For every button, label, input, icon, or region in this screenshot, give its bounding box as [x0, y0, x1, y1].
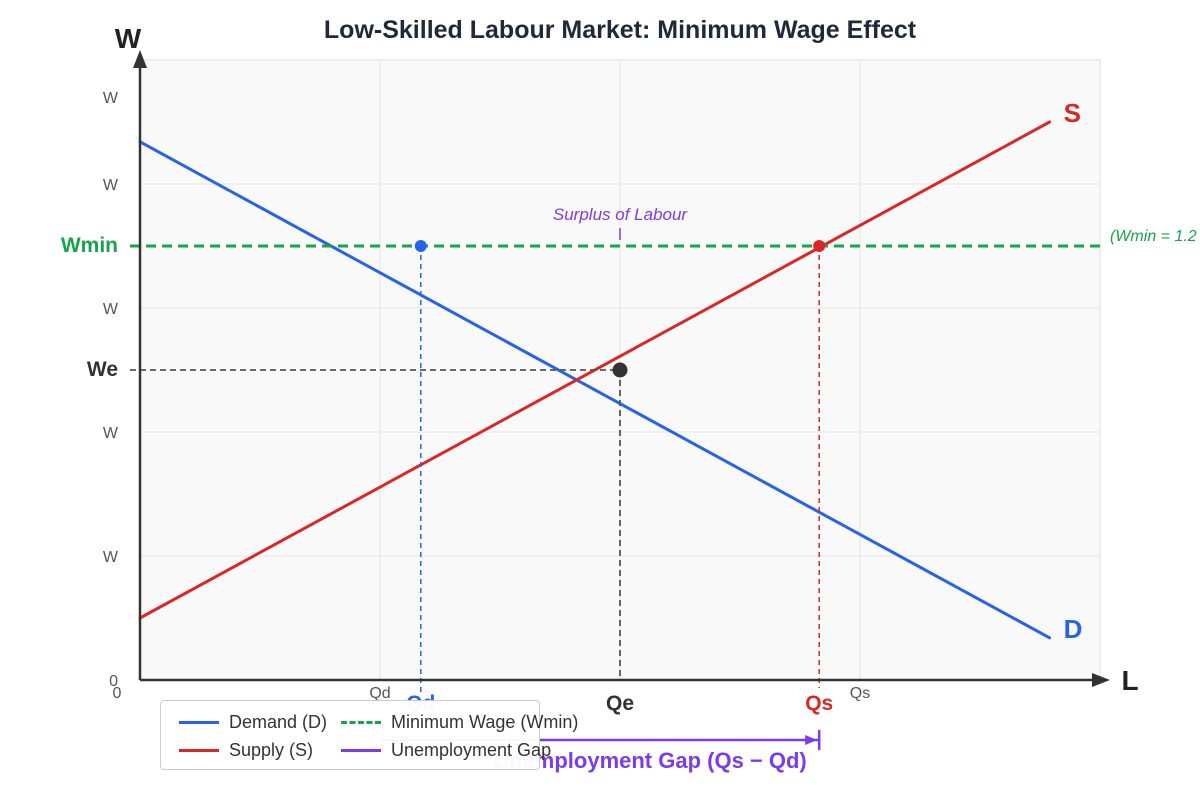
y-tick-label: W [103, 425, 119, 442]
legend-swatch-wmin [341, 721, 381, 724]
unemployment-gap-label: Unemployment Gap (Qs − Qd) [493, 748, 807, 773]
legend-swatch-demand [179, 721, 219, 724]
legend-item-gap: Unemployment Gap [341, 740, 551, 761]
y-tick-label: W [103, 177, 119, 194]
supply-at-wmin-point [813, 240, 826, 252]
x-tick-labels: 0 Qd Qs [113, 685, 871, 702]
surplus-annotation: Surplus of Labour [553, 205, 689, 224]
gap-arrow-icon [805, 735, 818, 745]
wmin-axis-label: Wmin [61, 234, 118, 257]
demand-end-label: D [1064, 614, 1083, 644]
y-tick-label: W [103, 301, 119, 318]
qe-axis-label: Qe [606, 692, 634, 715]
x-tick-label: 0 [113, 685, 122, 702]
we-axis-label: We [87, 358, 118, 381]
legend-item-wmin: Minimum Wage (Wmin) [341, 712, 578, 733]
x-axis-label: L [1121, 665, 1138, 696]
legend-item-supply: Supply (S) [179, 740, 313, 761]
y-tick-label: W [103, 549, 119, 566]
supply-end-label: S [1064, 98, 1081, 128]
y-axis-label: W [115, 23, 142, 54]
legend-item-demand: Demand (D) [179, 712, 327, 733]
x-tick-label: Qd [369, 685, 390, 702]
chart-title: Low-Skilled Labour Market: Minimum Wage … [324, 16, 917, 44]
x-tick-label: Qs [850, 685, 870, 702]
qs-axis-label: Qs [805, 692, 833, 715]
equilibrium-point [612, 362, 628, 378]
legend-label: Supply (S) [229, 740, 314, 760]
demand-curve [138, 140, 1052, 640]
legend-swatch-gap [341, 749, 381, 752]
y-axis-arrow-icon [133, 50, 147, 68]
demand-at-wmin-point [414, 240, 427, 252]
legend-label: Minimum Wage (Wmin) [391, 712, 579, 732]
wmin-value-annotation: (Wmin = 1.2 [1110, 228, 1197, 245]
y-tick-labels: 0 W W W W W [103, 90, 119, 690]
legend-label: Unemployment Gap [391, 740, 552, 760]
legend-swatch-supply [179, 749, 219, 752]
y-tick-label: W [103, 90, 119, 107]
x-axis-arrow-icon [1092, 673, 1110, 687]
legend: Demand (D) Minimum Wage (Wmin) Supply (S… [160, 700, 578, 770]
legend-label: Demand (D) [229, 712, 328, 732]
y-tick-label: 0 [109, 673, 118, 690]
